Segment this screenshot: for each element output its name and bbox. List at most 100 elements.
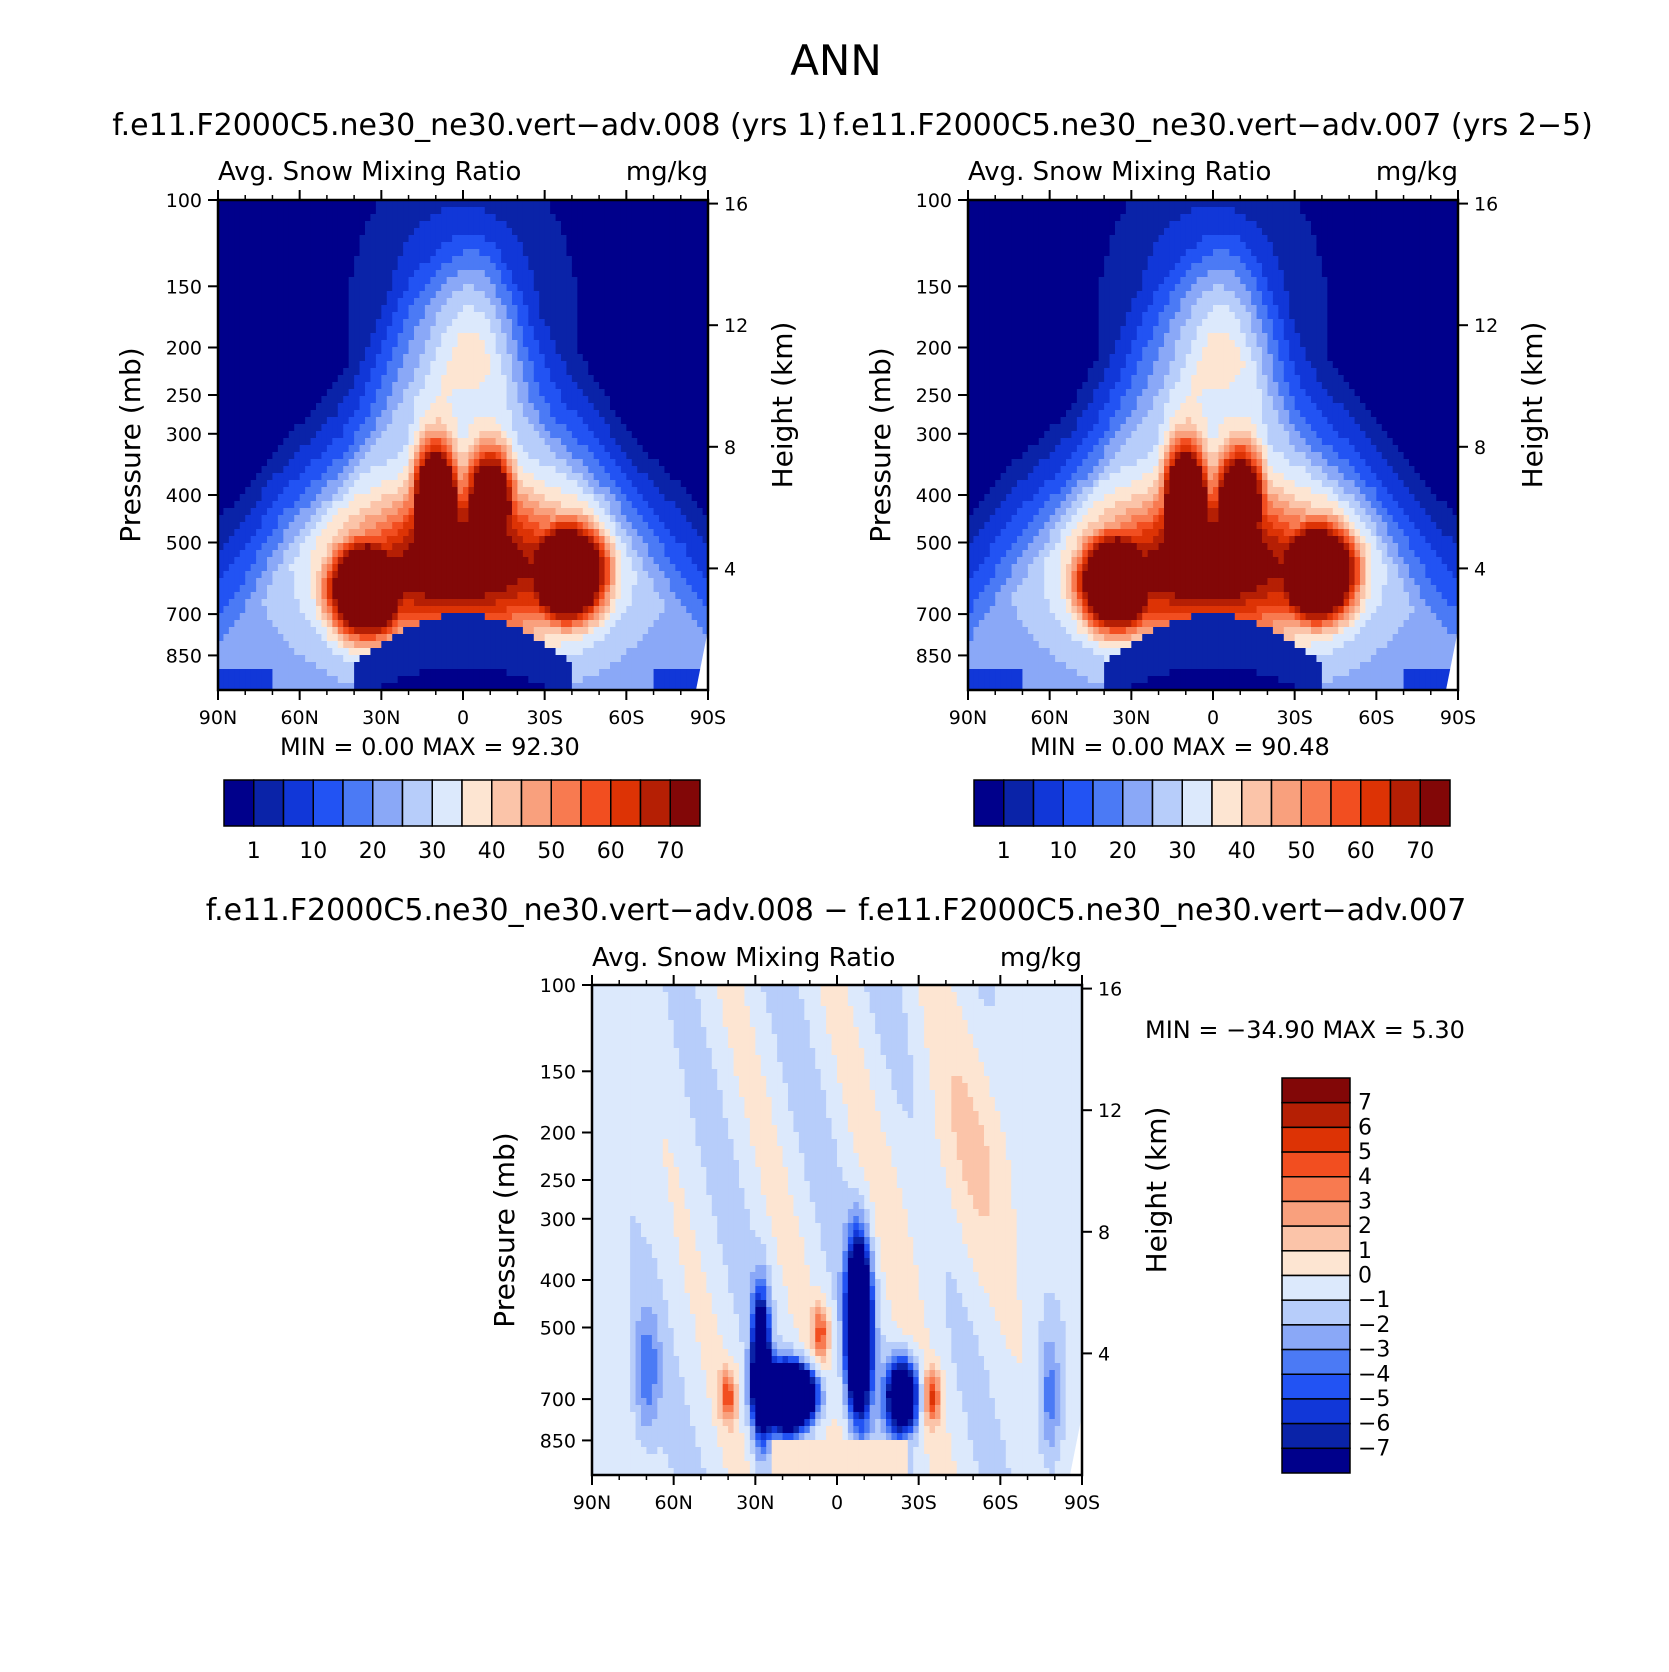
contour-cell [463,256,470,264]
contour-cell [283,214,290,222]
contour-cell [473,389,480,397]
contour-cell [484,228,491,236]
contour-cell [441,249,448,257]
contour-cell [234,564,241,572]
contour-cell [675,221,682,229]
contour-cell [512,277,519,285]
contour-cell [642,291,649,299]
contour-cell [528,340,535,348]
contour-cell [381,221,388,229]
contour-cell [310,375,317,383]
contour-cell [648,235,655,243]
contour-cell [365,578,372,586]
contour-cell [588,515,595,523]
contour-cell [310,424,317,432]
contour-cell [490,305,497,313]
contour-cell [680,515,687,523]
contour-cell [239,389,246,397]
contour-cell [604,445,611,453]
contour-cell [337,578,344,586]
contour-cell [517,522,524,530]
contour-cell [484,417,491,425]
contour-cell [430,445,437,453]
contour-cell [435,438,442,446]
contour-cell [430,585,437,593]
panel-variable-label: Avg. Snow Mixing Ratio [218,157,521,187]
contour-cell [223,557,230,565]
contour-cell [588,270,595,278]
contour-cell [419,389,426,397]
contour-cell [669,543,676,551]
contour-cell [680,340,687,348]
contour-cell [294,550,301,558]
contour-cell [659,438,666,446]
contour-cell [697,312,704,320]
contour-cell [691,312,698,320]
contour-cell [463,571,470,579]
contour-cell [218,354,225,362]
contour-cell [305,270,312,278]
contour-cell [403,326,410,334]
contour-cell [299,284,306,292]
contour-cell [490,200,497,208]
contour-cell [463,452,470,460]
contour-cell [452,305,459,313]
contour-cell [348,578,355,586]
contour-cell [250,536,257,544]
contour-cell [261,214,268,222]
contour-cell [326,536,333,544]
contour-cell [332,557,339,565]
contour-cell [256,235,263,243]
contour-cell [294,221,301,229]
contour-cell [343,361,350,369]
contour-cell [610,578,617,586]
contour-cell [414,396,421,404]
contour-cell [228,354,235,362]
contour-cell [490,347,497,355]
contour-cell [267,396,274,404]
contour-cell [544,459,551,467]
contour-cell [512,424,519,432]
contour-cell [539,424,546,432]
contour-cell [664,396,671,404]
contour-cell [582,270,589,278]
contour-cell [386,228,393,236]
contour-cell [424,312,431,320]
contour-cell [223,466,230,474]
contour-cell [626,340,633,348]
contour-cell [495,389,502,397]
contour-cell [664,249,671,257]
contour-cell [691,515,698,523]
contour-cell [365,543,372,551]
contour-cell [484,214,491,222]
contour-cell [343,256,350,264]
contour-cell [686,228,693,236]
contour-cell [615,557,622,565]
contour-cell [517,536,524,544]
contour-cell [457,459,464,467]
contour-cell [631,235,638,243]
contour-cell [365,263,372,271]
contour-cell [626,459,633,467]
contour-cell [599,536,606,544]
contour-cell [544,403,551,411]
contour-cell [577,319,584,327]
contour-cell [228,417,235,425]
contour-cell [435,501,442,509]
contour-cell [484,466,491,474]
contour-cell [604,515,611,523]
contour-cell [550,473,557,481]
contour-cell [370,270,377,278]
contour-cell [506,375,513,383]
contour-cell [310,228,317,236]
contour-cell [495,473,502,481]
contour-cell [403,305,410,313]
contour-cell [528,382,535,390]
contour-cell [256,347,263,355]
contour-cell [294,487,301,495]
contour-cell [637,242,644,250]
contour-cell [566,305,573,313]
contour-cell [533,284,540,292]
contour-cell [370,326,377,334]
contour-cell [354,228,361,236]
